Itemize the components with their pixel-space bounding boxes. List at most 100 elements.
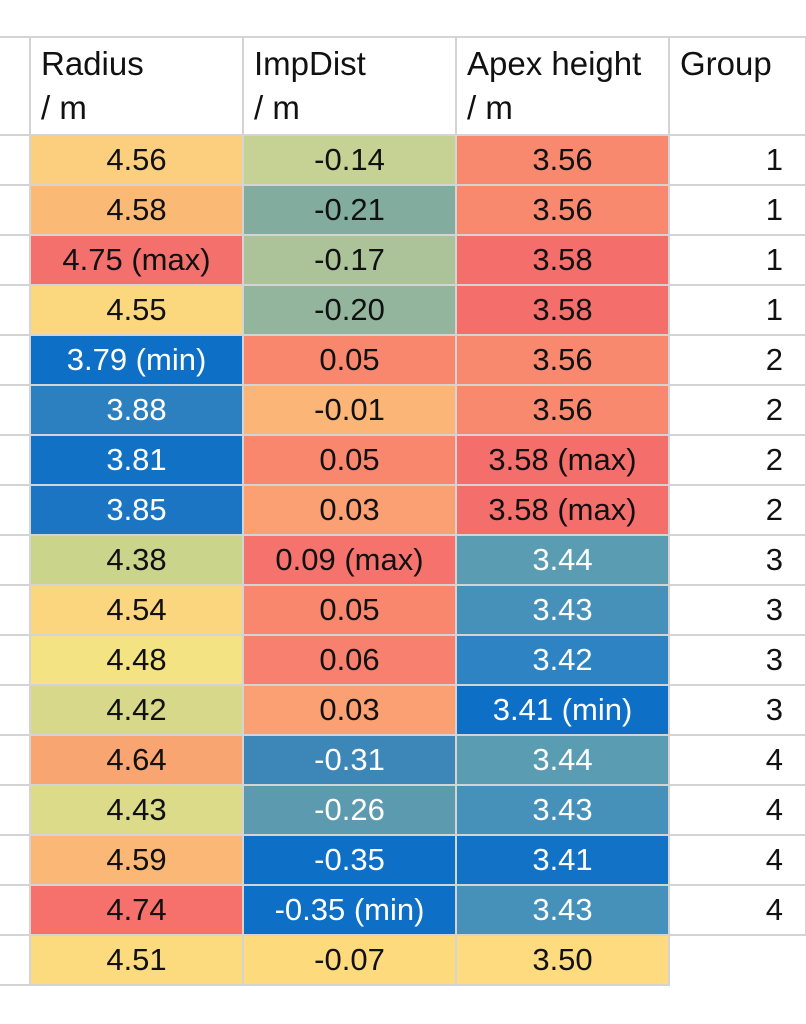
- impdist-cell[interactable]: 0.03: [242, 684, 457, 736]
- radius-cell[interactable]: 3.79 (min): [29, 334, 244, 386]
- radius-cell[interactable]: 4.42: [29, 684, 244, 736]
- apex-height-cell[interactable]: 3.56: [455, 384, 670, 436]
- apex-height-cell[interactable]: 3.41 (min): [455, 684, 670, 736]
- row-gutter-cell[interactable]: [0, 634, 31, 686]
- header-apex-line1: Apex height: [467, 45, 642, 82]
- group-cell[interactable]: 1: [668, 234, 806, 286]
- apex-height-cell[interactable]: 3.56: [455, 134, 670, 186]
- radius-cell[interactable]: 3.88: [29, 384, 244, 436]
- row-gutter-cell[interactable]: [0, 334, 31, 386]
- row-gutter-cell[interactable]: [0, 434, 31, 486]
- radius-cell[interactable]: 3.81: [29, 434, 244, 486]
- group-cell[interactable]: [668, 934, 806, 985]
- apex-height-cell[interactable]: 3.44: [455, 734, 670, 786]
- apex-height-cell[interactable]: 3.58 (max): [455, 484, 670, 536]
- row-gutter-cell[interactable]: [0, 534, 31, 586]
- row-gutter-cell[interactable]: [0, 234, 31, 286]
- impdist-cell[interactable]: -0.31: [242, 734, 457, 786]
- impdist-cell[interactable]: -0.01: [242, 384, 457, 436]
- apex-height-cell[interactable]: 3.58: [455, 284, 670, 336]
- group-cell[interactable]: 4: [668, 884, 806, 936]
- group-cell[interactable]: 2: [668, 484, 806, 536]
- table-row: 3.85 0.03 3.58 (max) 2: [0, 484, 806, 536]
- row-gutter-cell[interactable]: [0, 884, 31, 936]
- group-cell[interactable]: 3: [668, 534, 806, 586]
- radius-cell[interactable]: 4.74: [29, 884, 244, 936]
- apex-height-cell[interactable]: 3.58: [455, 234, 670, 286]
- radius-cell[interactable]: 4.56: [29, 134, 244, 186]
- impdist-cell[interactable]: 0.05: [242, 434, 457, 486]
- header-group[interactable]: Group: [668, 36, 806, 136]
- impdist-cell[interactable]: -0.17: [242, 234, 457, 286]
- apex-height-cell[interactable]: 3.58 (max): [455, 434, 670, 486]
- apex-height-cell[interactable]: 3.50: [455, 934, 670, 986]
- radius-cell[interactable]: 4.38: [29, 534, 244, 586]
- impdist-cell[interactable]: -0.21: [242, 184, 457, 236]
- impdist-cell[interactable]: -0.20: [242, 284, 457, 336]
- row-gutter-cell[interactable]: [0, 684, 31, 736]
- row-gutter-cell[interactable]: [0, 134, 31, 186]
- table-row: 4.64 -0.31 3.44 4: [0, 734, 806, 786]
- radius-cell[interactable]: 4.64: [29, 734, 244, 786]
- group-cell[interactable]: 2: [668, 334, 806, 386]
- data-table: Radius / m ImpDist / m Apex height / m G…: [0, 36, 806, 986]
- row-gutter-cell[interactable]: [0, 484, 31, 536]
- table-row: 4.58 -0.21 3.56 1: [0, 184, 806, 236]
- impdist-cell[interactable]: 0.06: [242, 634, 457, 686]
- table-row: 3.88 -0.01 3.56 2: [0, 384, 806, 436]
- group-cell[interactable]: 3: [668, 584, 806, 636]
- row-gutter-cell[interactable]: [0, 584, 31, 636]
- row-gutter-cell[interactable]: [0, 284, 31, 336]
- group-cell[interactable]: 4: [668, 734, 806, 786]
- group-cell[interactable]: 1: [668, 134, 806, 186]
- impdist-cell[interactable]: -0.35 (min): [242, 884, 457, 936]
- apex-height-cell[interactable]: 3.43: [455, 584, 670, 636]
- apex-height-cell[interactable]: 3.41: [455, 834, 670, 886]
- row-gutter-cell[interactable]: [0, 834, 31, 886]
- group-cell[interactable]: 1: [668, 284, 806, 336]
- apex-height-cell[interactable]: 3.42: [455, 634, 670, 686]
- header-group-line1: Group: [680, 45, 772, 82]
- impdist-cell[interactable]: -0.35: [242, 834, 457, 886]
- group-cell[interactable]: 3: [668, 634, 806, 686]
- group-cell[interactable]: 1: [668, 184, 806, 236]
- group-cell[interactable]: 3: [668, 684, 806, 736]
- group-cell[interactable]: 2: [668, 384, 806, 436]
- radius-cell[interactable]: 4.58: [29, 184, 244, 236]
- row-gutter-cell[interactable]: [0, 934, 31, 986]
- row-gutter-cell[interactable]: [0, 734, 31, 786]
- impdist-cell[interactable]: 0.05: [242, 584, 457, 636]
- radius-cell[interactable]: 3.85: [29, 484, 244, 536]
- table-row: 4.74 -0.35 (min) 3.43 4: [0, 884, 806, 936]
- group-cell[interactable]: 4: [668, 784, 806, 836]
- radius-cell[interactable]: 4.48: [29, 634, 244, 686]
- impdist-cell[interactable]: -0.26: [242, 784, 457, 836]
- group-cell[interactable]: 2: [668, 434, 806, 486]
- radius-cell[interactable]: 4.54: [29, 584, 244, 636]
- apex-height-cell[interactable]: 3.56: [455, 334, 670, 386]
- row-gutter-cell[interactable]: [0, 384, 31, 436]
- apex-height-cell[interactable]: 3.44: [455, 534, 670, 586]
- header-apex-height[interactable]: Apex height / m: [455, 36, 670, 136]
- radius-cell[interactable]: 4.55: [29, 284, 244, 336]
- apex-height-cell[interactable]: 3.43: [455, 784, 670, 836]
- row-gutter-cell[interactable]: [0, 784, 31, 836]
- group-cell[interactable]: 4: [668, 834, 806, 886]
- radius-cell[interactable]: 4.75 (max): [29, 234, 244, 286]
- apex-height-cell[interactable]: 3.56: [455, 184, 670, 236]
- apex-height-cell[interactable]: 3.43: [455, 884, 670, 936]
- radius-cell[interactable]: 4.59: [29, 834, 244, 886]
- impdist-cell[interactable]: -0.07: [242, 934, 457, 986]
- impdist-cell[interactable]: 0.03: [242, 484, 457, 536]
- row-gutter-cell[interactable]: [0, 36, 31, 136]
- impdist-cell[interactable]: -0.14: [242, 134, 457, 186]
- header-impdist[interactable]: ImpDist / m: [242, 36, 457, 136]
- impdist-cell[interactable]: 0.09 (max): [242, 534, 457, 586]
- header-radius[interactable]: Radius / m: [29, 36, 244, 136]
- table-row: 4.59 -0.35 3.41 4: [0, 834, 806, 886]
- row-gutter-cell[interactable]: [0, 184, 31, 236]
- radius-cell[interactable]: 4.43: [29, 784, 244, 836]
- radius-cell[interactable]: 4.51: [29, 934, 244, 986]
- header-impdist-line2: / m: [254, 89, 300, 126]
- impdist-cell[interactable]: 0.05: [242, 334, 457, 386]
